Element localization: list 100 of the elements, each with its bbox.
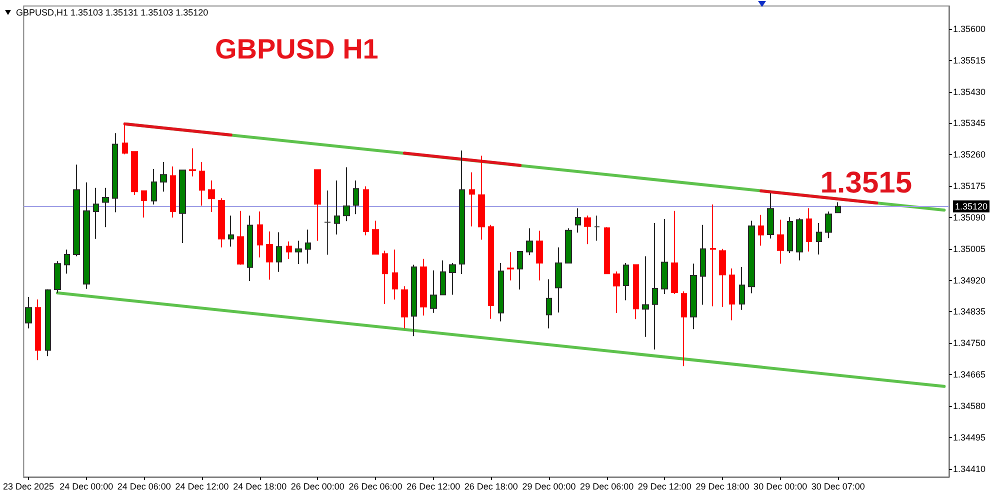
candlestick [93,187,99,240]
y-tick-label: 1.35260 [953,150,986,160]
candlestick [295,240,302,265]
candlestick [469,172,475,227]
candlestick [633,264,639,320]
candlestick [122,122,128,155]
candlestick [392,249,398,300]
y-tick-label: 1.35090 [953,212,986,222]
y-tick-label: 1.35175 [953,181,986,192]
candlestick [536,230,543,281]
candlestick [748,220,755,294]
candlestick [314,169,321,242]
candlestick [729,268,735,321]
candlestick [652,222,658,350]
candlestick [758,214,764,246]
candlestick [806,208,812,252]
y-tick-label: 1.34410 [953,464,986,474]
x-tick-label: 30 Dec 07:00 [811,482,865,492]
candlestick [796,218,803,261]
candlestick [767,192,774,240]
x-tick-label: 29 Dec 12:00 [638,482,692,492]
candlestick [179,170,186,244]
candlestick [719,248,726,308]
x-tick-label: 23 Dec 2025 [2,482,54,492]
x-tick-label: 29 Dec 00:00 [522,482,576,492]
candlestick [517,250,523,290]
y-tick-label: 1.35005 [953,244,986,254]
candlestick [324,190,331,256]
candlestick [594,215,600,242]
y-tick-label: 1.35430 [953,86,986,97]
candlestick [83,182,90,290]
candlestick [276,232,282,272]
y-tick-label: 1.35345 [953,118,986,128]
candlestick [555,246,562,313]
candlestick [507,252,514,281]
candlestick [353,180,359,215]
candlestick [690,263,697,330]
candlestick [266,231,273,280]
candlestick [228,215,234,248]
candlestick [286,241,292,260]
candlestick [334,180,340,235]
candlestick [247,215,253,282]
y-tick-label: 1.34750 [953,338,986,348]
candlestick [681,290,687,367]
x-tick-label: 29 Dec 18:00 [696,482,750,492]
x-tick-label: 26 Dec 12:00 [406,482,460,492]
annotation: 1.3515 [820,166,912,200]
x-tick-label: 30 Dec 00:00 [754,482,808,492]
candlestick [218,198,225,248]
x-tick-label: 24 Dec 12:00 [175,482,229,492]
candlestick [305,229,311,264]
candlestick [498,262,504,322]
candlestick [102,187,109,228]
candlestick [112,132,118,213]
candlestick [363,186,369,236]
x-tick-label: 24 Dec 06:00 [117,482,171,492]
candlestick [141,190,147,218]
candlestick [208,180,215,212]
text: GBPUSD H1 [215,34,378,64]
y-tick-label: 1.34835 [953,306,986,317]
candlestick [816,222,822,255]
x-tick-label: 29 Dec 06:00 [580,482,634,492]
candlestick [546,278,552,329]
candlestick [401,286,408,329]
candlestick [54,260,61,294]
candlestick [411,264,417,337]
candlestick [440,260,446,296]
candlestick [449,262,456,296]
candlestick [642,256,649,338]
ref-line-label: 1.35120 [955,201,988,212]
chart-subtitle: GBPUSD,H1 1.35103 1.35131 1.35103 1.35120 [16,8,208,18]
candlestick [372,220,379,255]
candlestick [604,226,610,274]
candlestick [151,168,157,206]
candlestick [565,228,572,264]
x-tick-label: 26 Dec 00:00 [290,482,344,492]
candlestick [25,296,32,329]
candlestick [671,210,678,294]
candlestick [739,266,745,310]
candlestick [584,215,591,245]
candlestick [343,166,350,222]
y-tick-label: 1.35515 [953,55,986,66]
candlestick [787,216,793,254]
candlestick [382,250,388,304]
candlestick [613,270,620,314]
y-tick-label: 1.34495 [953,432,986,442]
candlestick [73,164,80,257]
candlestick [661,218,668,294]
candlestick [835,202,841,214]
candlestick [35,299,41,361]
candlestick [825,211,832,239]
candlestick [189,148,196,177]
candlestick [488,224,494,320]
x-tick-label: 26 Dec 18:00 [464,482,518,492]
x-tick-label: 24 Dec 18:00 [233,482,287,492]
candlestick [64,249,70,274]
candlestick [526,228,533,256]
x-tick-label: 26 Dec 06:00 [348,482,402,492]
candlestick [430,270,437,314]
candlestick [700,224,706,306]
